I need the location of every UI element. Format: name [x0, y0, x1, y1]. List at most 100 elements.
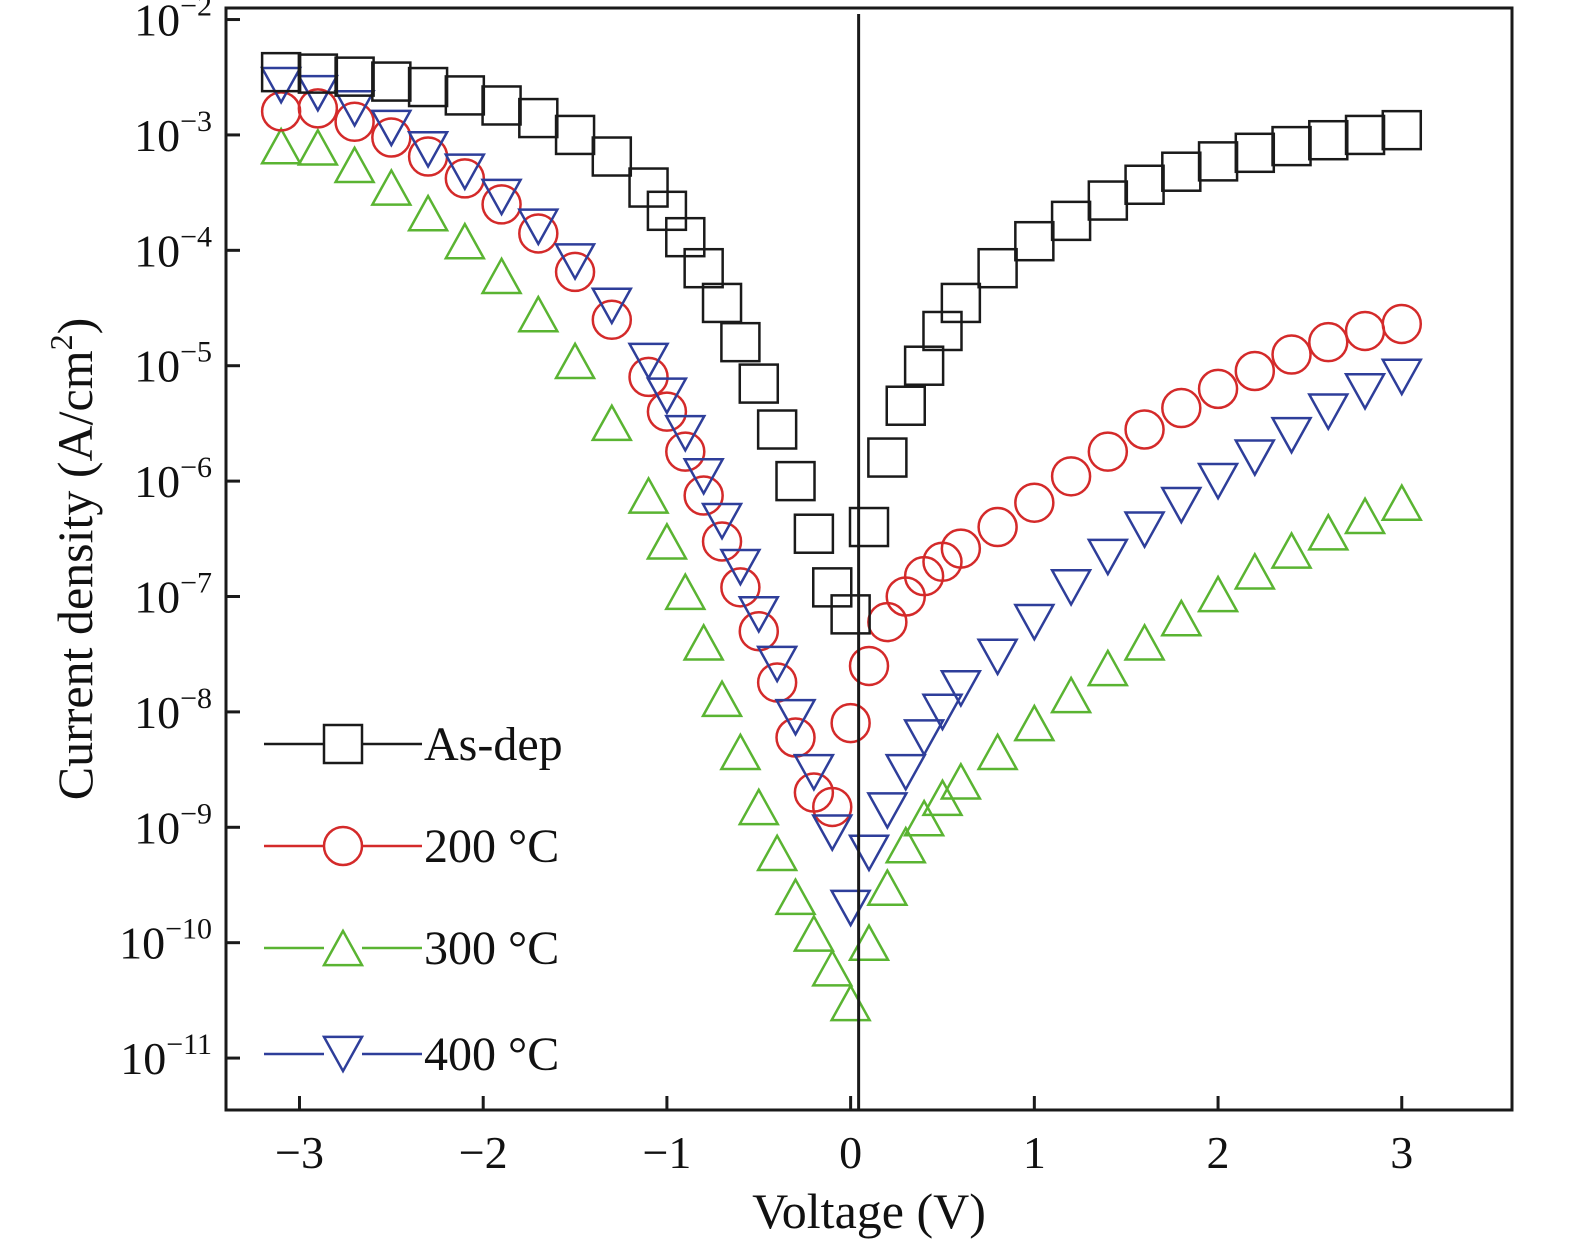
y-tick-label: 10−8: [134, 682, 212, 738]
data-point: [811, 948, 854, 987]
data-point: [885, 385, 926, 426]
data-point: [902, 719, 946, 758]
data-point: [1233, 551, 1276, 590]
data-point: [297, 53, 339, 94]
data-point: [1087, 431, 1129, 472]
data-point: [700, 679, 744, 718]
data-point: [756, 409, 798, 450]
y-tick-exponent: −9: [180, 797, 212, 830]
data-point: [811, 814, 854, 853]
y-tick-label: 10−10: [119, 913, 212, 969]
data-point: [260, 51, 302, 93]
data-point: [1196, 574, 1240, 613]
data-point: [590, 403, 633, 442]
data-point: [444, 158, 486, 199]
data-point: [884, 825, 927, 864]
series-0: [260, 51, 1423, 635]
y-tick-exponent: −8: [180, 682, 212, 715]
data-point: [333, 89, 376, 129]
data-point: [645, 377, 689, 416]
data-point: [518, 213, 559, 254]
data-point: [848, 506, 890, 548]
data-point: [371, 61, 412, 102]
data-point: [1049, 675, 1093, 714]
data-point: [939, 761, 982, 800]
y-tick-base: 10: [134, 110, 180, 161]
data-point: [867, 601, 908, 643]
data-point: [1196, 462, 1240, 501]
data-point: [738, 363, 780, 404]
data-point: [591, 299, 633, 341]
data-point: [1270, 530, 1313, 569]
data-point: [720, 321, 761, 363]
data-point: [480, 256, 523, 295]
data-point: [590, 287, 633, 326]
data-point: [940, 282, 982, 324]
data-point: [867, 437, 908, 478]
y-tick-exponent: −2: [180, 0, 212, 23]
y-tick-exponent: −3: [180, 105, 212, 138]
data-point: [1381, 109, 1423, 151]
data-point: [1380, 358, 1423, 397]
y-tick-label: 10−5: [134, 336, 212, 392]
data-point: [682, 457, 725, 497]
data-point: [1086, 538, 1129, 577]
data-point: [719, 548, 762, 587]
data-point: [443, 153, 486, 192]
data-point: [847, 923, 891, 962]
data-point: [627, 475, 670, 514]
data-point: [334, 56, 375, 97]
legend-marker: [321, 1035, 365, 1074]
data-point: [517, 208, 560, 247]
data-point: [683, 475, 724, 516]
data-point: [646, 391, 688, 432]
series-1: [260, 88, 1423, 828]
data-point: [297, 88, 339, 129]
data-point: [554, 251, 596, 293]
data-point: [518, 97, 559, 139]
legend: As-dep 200 °C 300 °C 400 °C: [264, 718, 563, 1081]
y-axis-title-tail: ): [47, 318, 103, 335]
y-tick-exponent: −5: [180, 336, 212, 369]
x-tick-label: −3: [275, 1127, 324, 1178]
data-point: [1344, 310, 1386, 352]
data-point: [1049, 569, 1093, 608]
data-point: [554, 114, 596, 156]
data-point: [976, 732, 1019, 771]
y-tick-exponent: −11: [166, 1028, 212, 1061]
x-tick-label: 1: [1023, 1127, 1046, 1178]
data-point: [1161, 151, 1202, 192]
y-tick-base: 10: [119, 918, 165, 969]
y-tick-base: 10: [134, 456, 180, 507]
y-tick-base: 10: [134, 0, 180, 46]
data-point: [591, 136, 633, 177]
data-point: [481, 85, 522, 126]
data-point: [645, 521, 689, 560]
legend-label: As-dep: [424, 718, 563, 771]
data-point: [1013, 703, 1056, 742]
legend-marker: [321, 928, 365, 967]
y-tick-label: 10−3: [134, 105, 212, 161]
data-point: [812, 786, 853, 828]
data-point: [627, 342, 670, 381]
x-tick-label: −1: [642, 1127, 691, 1178]
data-point: [480, 178, 523, 217]
y-tick-label: 10−2: [134, 0, 212, 46]
data-point: [884, 753, 927, 792]
data-point: [1050, 200, 1092, 242]
series-3: [259, 66, 1423, 928]
y-tick-exponent: −10: [165, 913, 212, 946]
data-point: [1233, 439, 1276, 478]
data-point: [847, 834, 891, 873]
data-point: [977, 247, 1018, 289]
y-tick-base: 10: [134, 341, 180, 392]
data-point: [848, 645, 890, 687]
data-point: [737, 596, 780, 635]
data-point: [1197, 368, 1239, 410]
y-tick-label: 10−6: [134, 451, 212, 507]
data-point: [370, 167, 413, 206]
x-tick-label: 2: [1207, 1127, 1230, 1178]
data-point: [407, 66, 449, 108]
data-point: [334, 101, 375, 143]
